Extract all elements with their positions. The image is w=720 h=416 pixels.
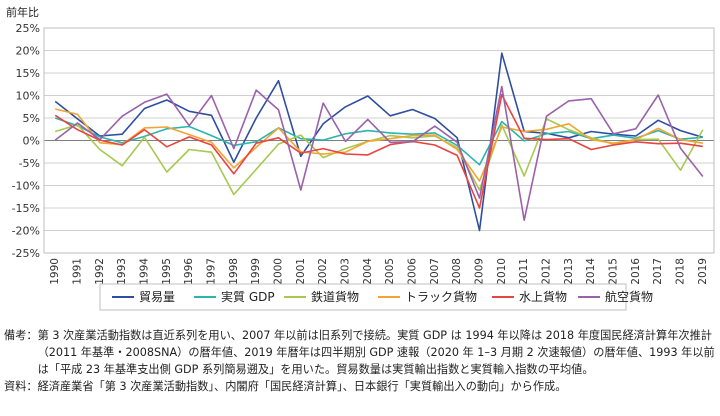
notes: 備考： 第 3 次産業活動指数は直近系列を用い、2007 年以前は旧系列で接続。… <box>4 327 716 395</box>
series-line <box>54 52 704 232</box>
legend-label: 航空貨物 <box>605 289 653 304</box>
line-chart: 25% 20% 15% 10% 5% 0% -5% -10% -15% -20% -25% 1990… <box>12 22 715 311</box>
x-tick-label: 1994 <box>139 258 151 285</box>
x-tick-label: 2017 <box>652 258 664 285</box>
remark-note: 備考： 第 3 次産業活動指数は直近系列を用い、2007 年以前は旧系列で接続。… <box>4 327 716 378</box>
source-note: 資料： 経済産業省「第 3 次産業活動指数」、内閣府「国民経済計算」、日本銀行「… <box>4 378 716 395</box>
x-tick-label: 1995 <box>161 258 173 285</box>
series-line <box>54 93 703 209</box>
y-tick-label: -5% <box>19 157 40 170</box>
x-tick-label: 2005 <box>384 258 396 285</box>
y-tick-label: 25% <box>16 22 40 35</box>
x-tick-label: 1998 <box>228 258 240 285</box>
x-tick-label: 1999 <box>250 258 262 285</box>
legend-label: トラック貨物 <box>405 289 477 304</box>
y-tick-label: 15% <box>16 67 40 80</box>
remark-text: 第 3 次産業活動指数は直近系列を用い、2007 年以前は旧系列で接続。実質 G… <box>37 329 715 376</box>
x-tick-label: 1991 <box>72 258 84 285</box>
remark-heading: 備考： <box>4 329 38 342</box>
x-tick-label: 2008 <box>451 258 463 285</box>
y-tick-label: -25% <box>12 247 40 260</box>
x-tick-label: 2003 <box>340 258 352 285</box>
x-tick-label: 2016 <box>630 258 642 285</box>
source-text: 経済産業省「第 3 次産業活動指数」、内閣府「国民経済計算」、日本銀行「実質輸出… <box>37 380 567 393</box>
x-tick-label: 2012 <box>541 258 553 285</box>
x-tick-label: 2013 <box>563 258 575 285</box>
legend-label: 実質 GDP <box>221 289 275 304</box>
series-line <box>54 85 704 221</box>
x-tick-label: 1997 <box>206 258 218 285</box>
x-tick-label: 2002 <box>317 258 329 285</box>
source-heading: 資料： <box>4 380 38 393</box>
y-tick-label: 20% <box>16 45 40 58</box>
legend-box <box>99 283 627 311</box>
x-tick-label: 1993 <box>116 258 128 285</box>
x-tick-label: 2010 <box>496 258 508 285</box>
legend-label: 水上貨物 <box>519 289 567 304</box>
y-tick-label: -20% <box>12 225 40 238</box>
x-tick-label: 2011 <box>518 258 530 285</box>
y-tick-label: 10% <box>16 90 40 103</box>
y-axis-unit-label: 前年比 <box>6 6 39 19</box>
x-tick-label: 2018 <box>675 258 687 285</box>
x-tick-label: 2007 <box>429 258 441 285</box>
legend-label: 貿易量 <box>139 290 175 304</box>
y-tick-label: 0% <box>23 135 40 148</box>
series-line <box>54 118 704 196</box>
x-tick-label: 2019 <box>697 258 709 285</box>
x-tick-label: 2014 <box>585 258 597 285</box>
x-tick-label: 1992 <box>94 258 106 285</box>
legend-label: 鉄道貨物 <box>311 289 359 304</box>
x-tick-label: 2015 <box>608 258 620 285</box>
x-tick-label: 2006 <box>407 258 419 285</box>
y-tick-label: -15% <box>12 202 40 215</box>
x-tick-label: 1990 <box>49 258 61 285</box>
x-tick-label: 2001 <box>295 258 307 285</box>
y-tick-label: 5% <box>23 112 40 125</box>
series-line <box>55 108 703 182</box>
plot-frame <box>43 27 715 254</box>
x-tick-label: 1996 <box>183 258 195 285</box>
x-tick-label: 2004 <box>362 258 374 285</box>
x-tick-label: 2009 <box>474 258 486 285</box>
y-tick-label: -10% <box>12 180 40 193</box>
x-tick-label: 2000 <box>273 258 285 285</box>
